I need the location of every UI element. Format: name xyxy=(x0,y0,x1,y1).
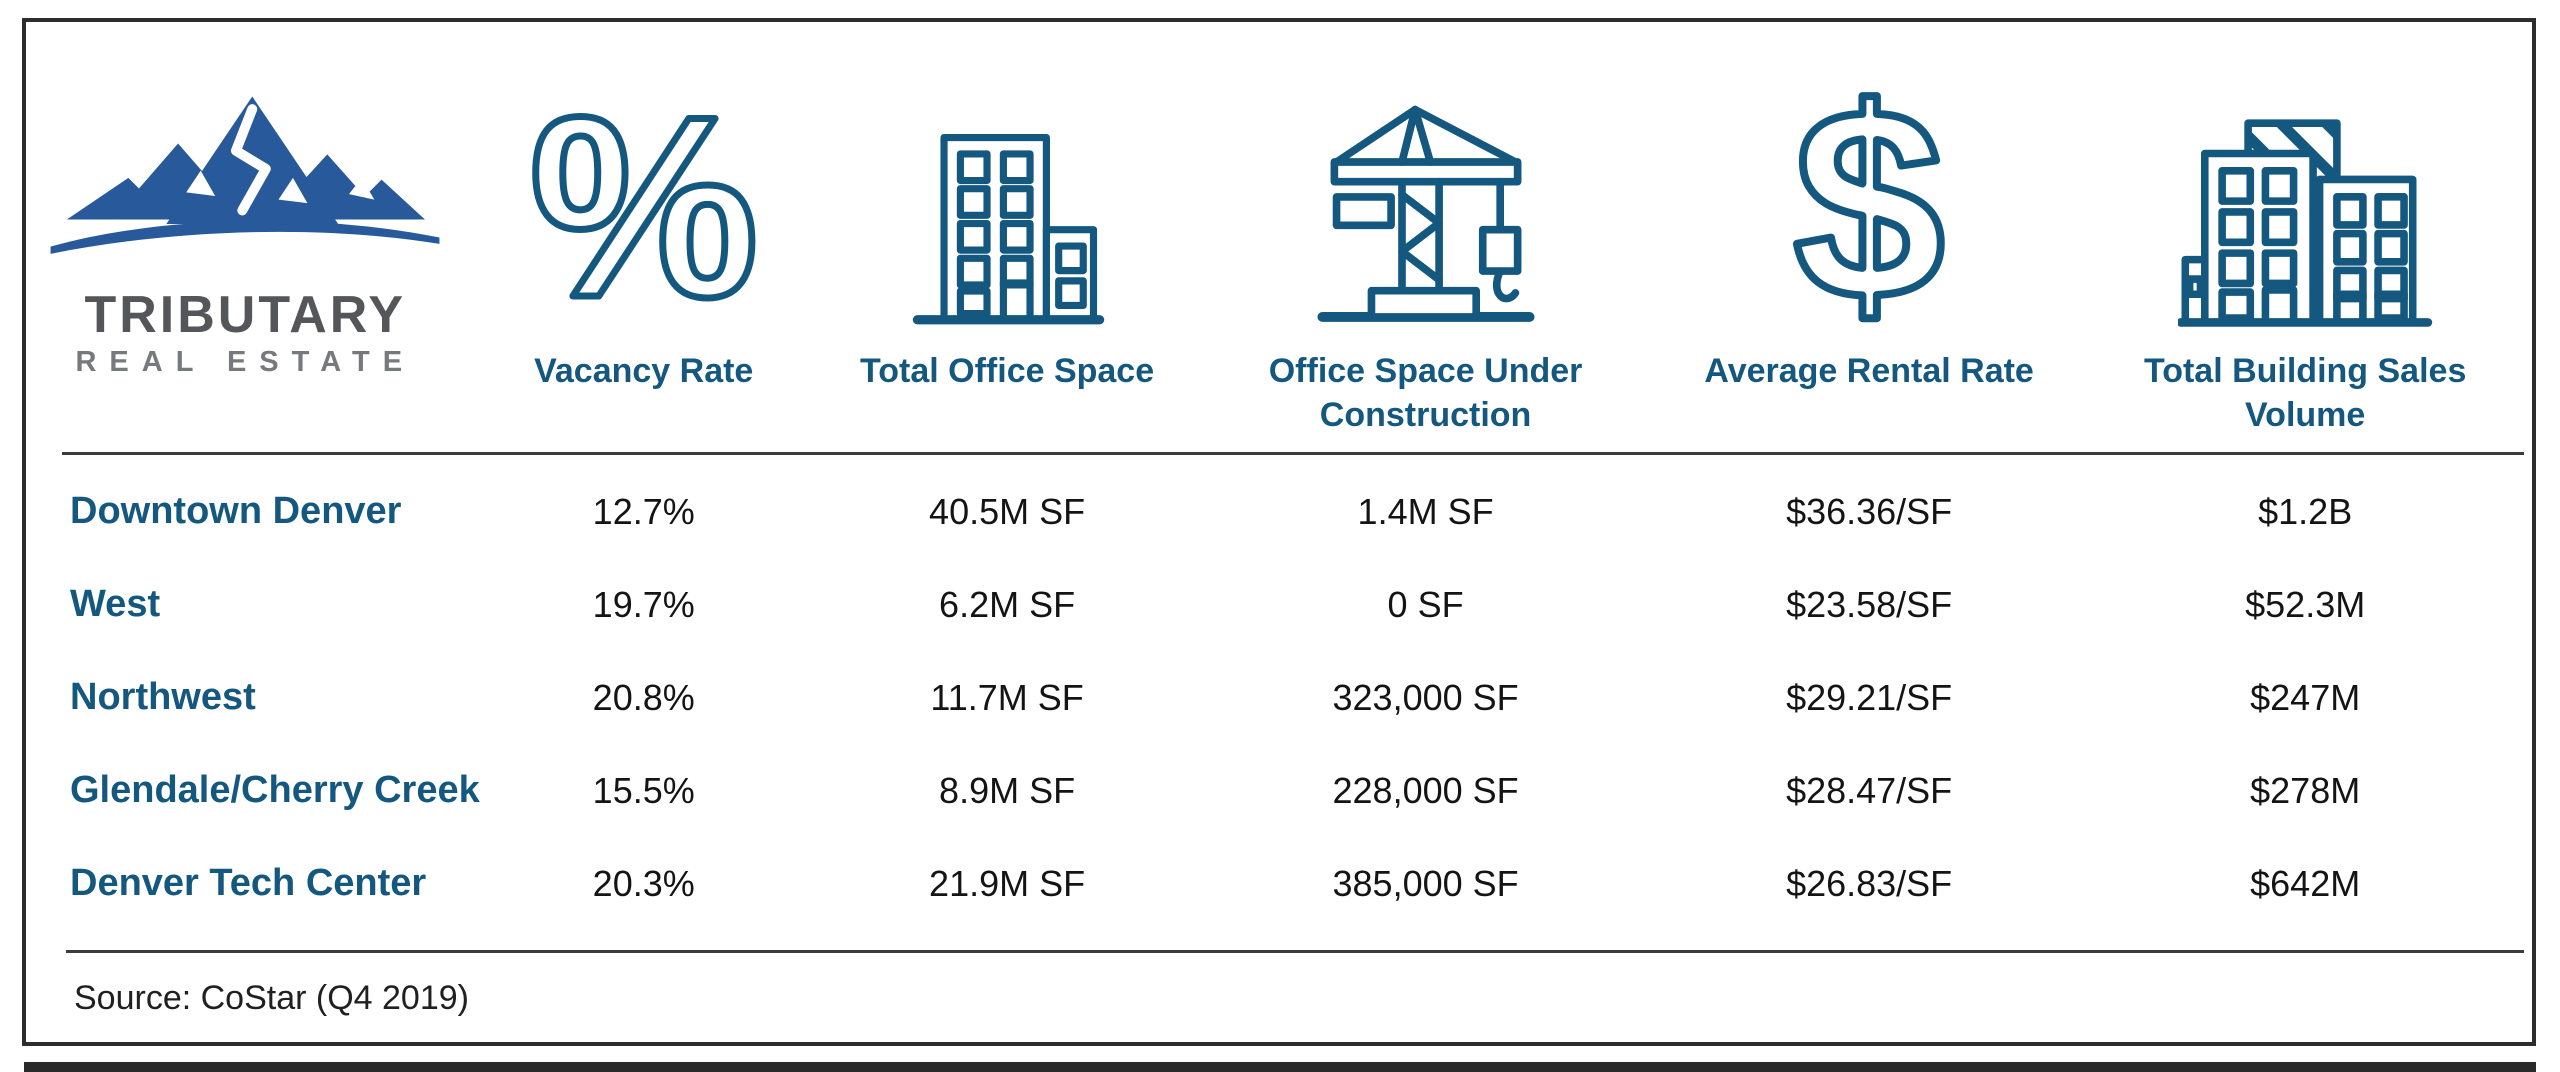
total-office-space-value: 40.5M SF xyxy=(929,490,1086,532)
sales-volume-value: $247M xyxy=(2250,676,2361,718)
mountain-logo-icon xyxy=(50,96,440,254)
table-row: Denver Tech Center 20.3% 21.9M SF 385,00… xyxy=(26,837,2532,930)
column-vacancy-rate: % Vacancy Rate xyxy=(465,48,823,448)
sales-volume-value: $52.3M xyxy=(2245,583,2366,625)
sales-volume-value: $642M xyxy=(2250,862,2361,904)
brand-name: TRIBUTARY xyxy=(84,286,407,344)
average-rental-rate-value: $23.58/SF xyxy=(1786,583,1953,625)
svg-text:$: $ xyxy=(1793,52,1944,356)
report-card: TRIBUTARY REAL ESTATE % Vacancy Rate xyxy=(22,18,2536,1046)
dollar-sign-icon: $ xyxy=(1784,48,1954,360)
table-row: Glendale/Cherry Creek 15.5% 8.9M SF 228,… xyxy=(26,744,2532,837)
table-row: Northwest 20.8% 11.7M SF 323,000 SF $29.… xyxy=(26,651,2532,744)
under-construction-value: 228,000 SF xyxy=(1332,769,1519,811)
average-rental-rate-value: $29.21/SF xyxy=(1786,676,1953,718)
average-rental-rate-value: $36.36/SF xyxy=(1786,490,1953,532)
under-construction-value: 323,000 SF xyxy=(1332,676,1519,718)
next-section-edge xyxy=(24,1062,2536,1072)
under-construction-value: 385,000 SF xyxy=(1332,862,1519,904)
under-construction-value: 0 SF xyxy=(1387,583,1464,625)
vacancy-rate-value: 12.7% xyxy=(592,490,695,532)
column-average-rental-rate: $ Average Rental Rate xyxy=(1660,48,2079,448)
average-rental-rate-value: $26.83/SF xyxy=(1786,862,1953,904)
average-rental-rate-value: $28.47/SF xyxy=(1786,769,1953,811)
source-note: Source: CoStar (Q4 2019) xyxy=(74,979,469,1017)
vacancy-rate-value: 19.7% xyxy=(592,583,695,625)
percent-icon: % xyxy=(526,48,762,355)
office-building-icon xyxy=(905,48,1110,330)
header-row: TRIBUTARY REAL ESTATE % Vacancy Rate xyxy=(26,22,2532,448)
column-label: Average Rental Rate xyxy=(1704,352,2034,390)
column-under-construction: Office Space Under Construction xyxy=(1191,48,1660,448)
sales-volume-value: $278M xyxy=(2250,769,2361,811)
region-label: Northwest xyxy=(70,676,256,718)
vacancy-rate-value: 15.5% xyxy=(592,769,695,811)
region-label: Glendale/Cherry Creek xyxy=(70,769,480,811)
buildings-cluster-icon xyxy=(2177,48,2433,330)
column-label: Vacancy Rate xyxy=(534,352,754,390)
table-row: Downtown Denver 12.7% 40.5M SF 1.4M SF $… xyxy=(26,465,2532,558)
tributary-logo: TRIBUTARY REAL ESTATE xyxy=(26,48,465,379)
table-body: Downtown Denver 12.7% 40.5M SF 1.4M SF $… xyxy=(26,465,2532,930)
column-label: Total Building Sales Volume xyxy=(2143,352,2467,434)
footer-divider xyxy=(66,950,2524,953)
svg-text:%: % xyxy=(529,62,758,351)
region-label: Downtown Denver xyxy=(70,490,402,532)
total-office-space-value: 6.2M SF xyxy=(939,583,1076,625)
construction-crane-icon xyxy=(1306,48,1546,330)
region-label: Denver Tech Center xyxy=(70,862,427,904)
table-row: West 19.7% 6.2M SF 0 SF $23.58/SF $52.3M xyxy=(26,558,2532,651)
column-label: Office Space Under Construction xyxy=(1268,352,1583,434)
total-office-space-value: 11.7M SF xyxy=(930,676,1084,718)
header-divider xyxy=(62,452,2524,455)
region-label: West xyxy=(70,583,161,625)
vacancy-rate-value: 20.8% xyxy=(592,676,695,718)
column-sales-volume: Total Building Sales Volume xyxy=(2078,48,2532,448)
brand-subtitle: REAL ESTATE xyxy=(75,345,416,378)
vacancy-rate-value: 20.3% xyxy=(592,862,695,904)
under-construction-value: 1.4M SF xyxy=(1357,490,1494,532)
total-office-space-value: 21.9M SF xyxy=(929,862,1086,904)
sales-volume-value: $1.2B xyxy=(2258,490,2353,532)
column-total-office-space: Total Office Space xyxy=(823,48,1191,448)
total-office-space-value: 8.9M SF xyxy=(939,769,1076,811)
column-label: Total Office Space xyxy=(860,352,1155,390)
